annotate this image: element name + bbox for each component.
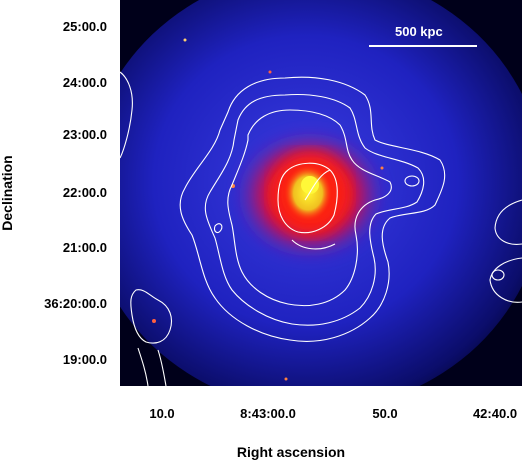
contour-lower-left [130,289,173,344]
contour-right-edge [494,199,522,245]
x-tick-label: 8:43:00.0 [240,406,296,421]
contour-right-edge-2 [489,257,522,303]
contour-small-left [214,223,223,234]
contour-left-edge [120,71,133,159]
x-tick-label: 42:40.0 [472,406,518,421]
contour-small-right [404,175,420,187]
point-source [284,377,288,381]
point-source [380,166,384,170]
y-tick-label: 23:00.0 [62,127,107,142]
contour-right-small [491,269,505,281]
y-tick-label: 24:00.0 [62,75,107,90]
contour-outer [179,76,446,342]
y-tick-label: 21:00.0 [62,240,107,255]
x-axis-title: Right ascension [236,444,346,460]
radio-contours [120,71,522,386]
contour-inner-arc-2 [291,239,336,250]
y-axis-title: Declination [0,155,15,231]
point-source [152,319,156,323]
scale-bar-label: 500 kpc [395,24,443,39]
point-source [183,38,187,42]
scale-bar [369,45,477,47]
contour-inner-arc [304,169,331,201]
y-tick-label: 25:00.0 [62,19,107,34]
contour-lower-left-tail-2 [157,349,167,386]
x-tick-label: 50.0 [372,406,398,421]
y-tick-label: 22:00.0 [62,185,107,200]
contour-3 [227,109,392,307]
point-source [268,70,272,74]
sky-image-panel [120,0,522,386]
y-tick-label: 19:00.0 [62,352,107,367]
contour-2 [204,94,425,326]
x-tick-label: 10.0 [149,406,175,421]
xray-radio-overlay [120,0,522,386]
contour-lower-left-tail [137,347,149,386]
contour-core [277,162,338,234]
y-tick-label: 36:20:00.0 [44,296,107,311]
